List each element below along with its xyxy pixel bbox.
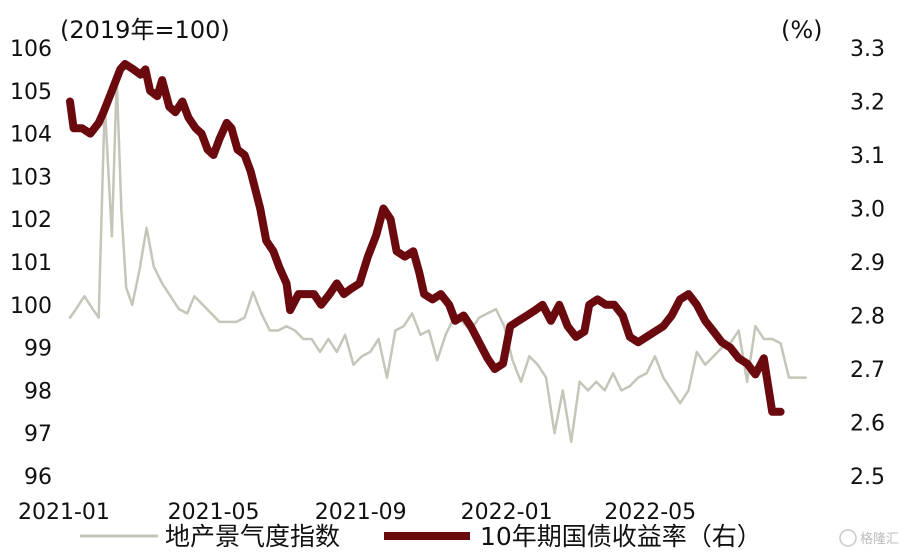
plot-area bbox=[66, 60, 807, 444]
right-axis-tick-label: 2.7 bbox=[850, 358, 885, 383]
left-axis-tick-label: 105 bbox=[10, 80, 52, 105]
left-axis-tick-label: 100 bbox=[10, 294, 52, 319]
right-axis-tick-label: 3.3 bbox=[850, 37, 885, 62]
x-axis-tick-label: 2021-05 bbox=[168, 500, 260, 525]
legend-label-property-index: 地产景气度指数 bbox=[165, 522, 340, 551]
legend: 地产景气度指数 10年期国债收益率（右） bbox=[80, 522, 762, 551]
legend-label-bond-yield: 10年期国债收益率（右） bbox=[480, 522, 762, 551]
left-axis-tick-label: 103 bbox=[10, 165, 52, 190]
right-axis-tick-label: 3.2 bbox=[850, 91, 885, 116]
right-axis-tick-label: 3.0 bbox=[850, 198, 885, 223]
left-axis-unit: (2019年=100) bbox=[60, 16, 230, 44]
left-axis-tick-label: 99 bbox=[24, 337, 52, 362]
right-axis-unit: (%) bbox=[781, 16, 823, 44]
right-axis-tick-label: 2.8 bbox=[850, 305, 885, 330]
right-axis-tick-label: 2.9 bbox=[850, 251, 885, 276]
right-axis-tick-label: 3.1 bbox=[850, 144, 885, 169]
left-axis-tick-label: 104 bbox=[10, 123, 52, 148]
left-axis-tick-label: 102 bbox=[10, 208, 52, 233]
left-axis-tick-label: 101 bbox=[10, 251, 52, 276]
left-axis-tick-label: 97 bbox=[24, 422, 52, 447]
left-axis-tick-label: 106 bbox=[10, 37, 52, 62]
watermark: 格隆汇 bbox=[839, 529, 899, 547]
left-axis-tick-label: 96 bbox=[24, 465, 52, 490]
watermark-logo-icon bbox=[839, 529, 857, 547]
right-axis-tick-label: 2.6 bbox=[850, 412, 885, 437]
watermark-text: 格隆汇 bbox=[860, 531, 899, 547]
left-axis-ticks: 96 97 98 99 100 101 102 103 104 105 106 bbox=[10, 37, 52, 490]
x-axis-tick-label: 2021-01 bbox=[18, 500, 110, 525]
series-line-property-index bbox=[68, 76, 807, 444]
left-axis-tick-label: 98 bbox=[24, 379, 52, 404]
x-axis-ticks: 2021-01 2021-05 2021-09 2022-01 2022-05 bbox=[18, 500, 696, 525]
series-line-bond-yield bbox=[66, 60, 785, 416]
x-axis-tick-label: 2021-09 bbox=[315, 500, 407, 525]
right-axis-ticks: 2.5 2.6 2.7 2.8 2.9 3.0 3.1 3.2 3.3 bbox=[850, 37, 885, 490]
right-axis-tick-label: 2.5 bbox=[850, 465, 885, 490]
x-axis-tick-label: 2022-01 bbox=[461, 500, 553, 525]
x-axis-tick-label: 2022-05 bbox=[604, 500, 696, 525]
